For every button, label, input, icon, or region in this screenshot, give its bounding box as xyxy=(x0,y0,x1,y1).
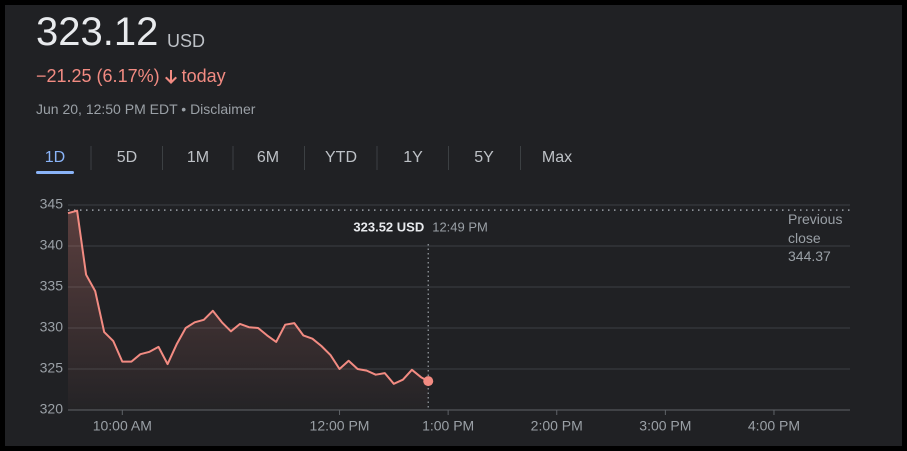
y-tick-label: 345 xyxy=(40,196,64,212)
previous-close-label: Previous close xyxy=(788,211,843,246)
timestamp-text: Jun 20, 12:50 PM EDT • xyxy=(36,101,187,117)
y-tick-label: 335 xyxy=(40,278,64,294)
range-tab[interactable]: YTD xyxy=(325,149,357,166)
area xyxy=(68,210,429,410)
timestamp: Jun 20, 12:50 PM EDT • Disclaimer xyxy=(36,101,255,117)
x-tick-label: 10:00 AM xyxy=(93,418,152,434)
range-tab[interactable]: 6M xyxy=(257,149,279,166)
y-tick-label: 340 xyxy=(40,237,64,253)
y-tick-label: 330 xyxy=(40,319,64,335)
currency: USD xyxy=(167,31,206,51)
x-tick-label: 2:00 PM xyxy=(531,418,583,434)
range-tab[interactable]: 1Y xyxy=(403,149,423,166)
disclaimer-link[interactable]: Disclaimer xyxy=(190,101,256,117)
previous-close-value: 344.37 xyxy=(788,248,831,264)
hover-point xyxy=(423,376,434,387)
active-tab-indicator xyxy=(36,171,74,174)
x-tick-label: 1:00 PM xyxy=(422,418,474,434)
range-tab[interactable]: 1D xyxy=(45,149,65,166)
range-tabs: 1D 5D 1M 6M YTD 1Y 5Y Max xyxy=(36,146,572,174)
tooltip-value: 323.52 USD xyxy=(353,219,424,234)
change: −21.25 (6.17%) today xyxy=(36,66,226,87)
x-tick-label: 4:00 PM xyxy=(748,418,800,434)
change-period: today xyxy=(181,66,226,86)
y-tick-label: 325 xyxy=(40,360,64,376)
tooltip-time: 12:49 PM xyxy=(432,219,488,234)
x-tick-label: 3:00 PM xyxy=(639,418,691,434)
range-tab[interactable]: 5Y xyxy=(474,149,494,166)
price: 323.12 xyxy=(36,10,159,54)
price-line xyxy=(67,209,429,385)
range-tab[interactable]: 5D xyxy=(117,149,137,166)
change-value: −21.25 (6.17%) xyxy=(36,66,160,86)
x-tick-label: 12:00 PM xyxy=(310,418,370,434)
range-tab[interactable]: 1M xyxy=(187,149,209,166)
y-tick-label: 320 xyxy=(40,401,64,417)
down-arrow xyxy=(164,69,177,84)
range-tab[interactable]: Max xyxy=(542,149,572,166)
tooltip-box xyxy=(348,214,509,242)
